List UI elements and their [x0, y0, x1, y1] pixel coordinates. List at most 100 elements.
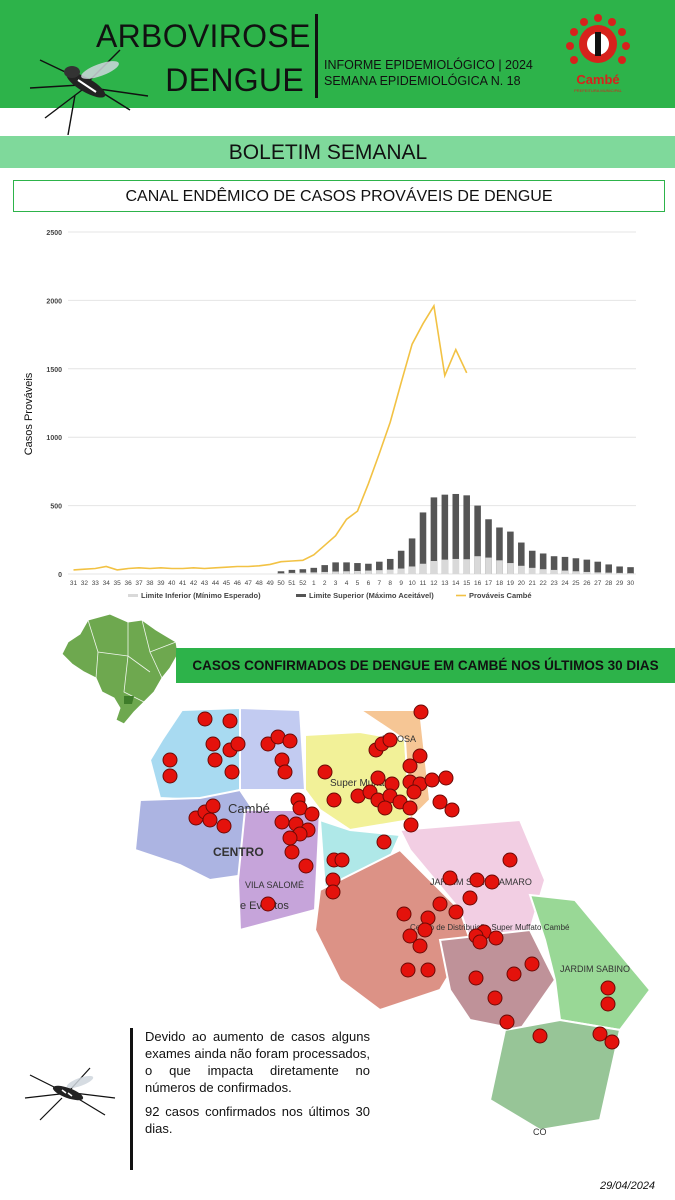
- confirmed-case-marker: [604, 1034, 620, 1050]
- confirmed-case-marker: [600, 980, 616, 996]
- confirmed-case-marker: [472, 934, 488, 950]
- bar-limite-superior: [528, 550, 536, 574]
- map-label-sabino: JARDIM SABINO: [560, 964, 630, 974]
- map-label-supermuffato: Super Muffato: [330, 778, 393, 789]
- x-tick-label: 35: [114, 580, 122, 587]
- confirmed-case-marker: [224, 764, 240, 780]
- confirmed-case-marker: [442, 870, 458, 886]
- x-tick-label: 30: [627, 580, 635, 587]
- map-label-centro: CENTRO: [213, 845, 264, 859]
- bar-limite-superior: [321, 565, 328, 574]
- confirmed-case-marker: [298, 858, 314, 874]
- x-tick-label: 41: [179, 580, 187, 587]
- bar-limite-superior: [277, 571, 285, 574]
- x-tick-label: 14: [452, 580, 460, 587]
- x-tick-label: 8: [388, 580, 392, 587]
- y-tick-label: 1000: [46, 435, 62, 442]
- bar-limite-inferior: [419, 563, 427, 574]
- bar-limite-inferior: [365, 570, 372, 574]
- map-label-rosa: E ROSA: [382, 734, 416, 744]
- x-tick-label: 25: [572, 580, 580, 587]
- confirmed-case-marker: [600, 996, 616, 1012]
- x-tick-label: 33: [92, 580, 100, 587]
- x-tick-label: 12: [430, 580, 438, 587]
- bar-limite-superior: [397, 550, 405, 574]
- x-tick-label: 22: [540, 580, 548, 587]
- x-tick-label: 28: [605, 580, 613, 587]
- bar-limite-inferior: [376, 570, 383, 574]
- confirmed-case-marker: [260, 896, 276, 912]
- x-tick-label: 52: [299, 580, 307, 587]
- confirmed-case-marker: [396, 906, 412, 922]
- bar-limite-superior: [419, 512, 427, 574]
- bar-limite-superior: [463, 495, 470, 574]
- x-tick-label: 50: [277, 580, 285, 587]
- confirmed-case-marker: [502, 852, 518, 868]
- confirmed-case-marker: [162, 768, 178, 784]
- legend-label: Limite Inferior (Mínimo Esperado): [141, 591, 261, 600]
- x-tick-label: 44: [212, 580, 220, 587]
- confirmed-case-marker: [402, 800, 418, 816]
- confirmed-case-marker: [488, 930, 504, 946]
- bar-limite-superior: [561, 556, 569, 574]
- bar-limite-inferior: [343, 571, 350, 574]
- confirmed-case-marker: [420, 962, 436, 978]
- bar-limite-superior: [474, 505, 481, 574]
- confirmed-case-marker: [292, 800, 308, 816]
- y-tick-label: 1500: [46, 367, 62, 374]
- legend-swatch: [296, 594, 306, 597]
- informe-line-2: SEMANA EPIDEMIOLÓGICA N. 18: [324, 74, 521, 88]
- x-tick-label: 15: [463, 580, 471, 587]
- confirmed-case-marker: [207, 752, 223, 768]
- y-tick-label: 0: [58, 572, 62, 579]
- confirmed-case-marker: [403, 817, 419, 833]
- x-tick-label: 16: [474, 580, 482, 587]
- bar-limite-inferior: [539, 569, 547, 574]
- mosquito-icon: [29, 49, 149, 135]
- bar-limite-inferior: [528, 567, 536, 574]
- x-tick-label: 42: [190, 580, 198, 587]
- bar-limite-superior: [386, 558, 394, 574]
- confirmed-case-marker: [282, 830, 298, 846]
- bar-limite-superior: [518, 542, 525, 574]
- boletim-title: BOLETIM SEMANAL: [228, 141, 428, 164]
- confirmed-case-marker: [448, 904, 464, 920]
- bar-limite-inferior: [288, 572, 296, 574]
- bar-limite-inferior: [299, 572, 307, 574]
- x-tick-label: 1: [312, 580, 316, 587]
- x-tick-label: 39: [157, 580, 165, 587]
- confirmed-case-marker: [438, 770, 454, 786]
- bar-limite-inferior: [561, 570, 569, 574]
- bar-limite-superior: [627, 567, 634, 574]
- bar-limite-superior: [550, 556, 558, 574]
- note-paragraph-1: Devido ao aumento de casos alguns exames…: [145, 1029, 370, 1095]
- legend-label: Prováveis Cambé: [469, 591, 532, 600]
- legend-label: Limite Superior (Máximo Aceitável): [309, 591, 434, 600]
- bar-limite-inferior: [321, 571, 328, 574]
- boletim-bar: BOLETIM SEMANAL: [0, 136, 675, 168]
- x-tick-label: 9: [399, 580, 403, 587]
- map-label-vila-salome: VILA SALOMÉ: [245, 880, 304, 890]
- x-tick-label: 26: [583, 580, 591, 587]
- map-region-south-far: [488, 1018, 622, 1132]
- confirmed-case-marker: [468, 970, 484, 986]
- confirmed-case-marker: [444, 802, 460, 818]
- confirmed-case-marker: [592, 1026, 608, 1042]
- confirmed-case-marker: [506, 966, 522, 982]
- brazil-map-icon: [61, 613, 179, 725]
- bar-limite-inferior: [550, 569, 558, 574]
- confirmed-case-marker: [402, 758, 418, 774]
- x-tick-label: 49: [266, 580, 274, 587]
- bar-limite-inferior: [594, 572, 602, 574]
- x-tick-label: 4: [345, 580, 349, 587]
- confirmed-case-marker: [230, 736, 246, 752]
- confirmed-case-marker: [274, 814, 290, 830]
- page-title: ARBOVIROSE DENGUE: [96, 14, 310, 102]
- x-tick-label: 32: [81, 580, 89, 587]
- x-tick-label: 3: [334, 580, 338, 587]
- bar-limite-superior: [430, 497, 438, 574]
- x-tick-label: 43: [201, 580, 209, 587]
- x-tick-label: 34: [103, 580, 111, 587]
- title-line-2: DENGUE: [165, 62, 304, 98]
